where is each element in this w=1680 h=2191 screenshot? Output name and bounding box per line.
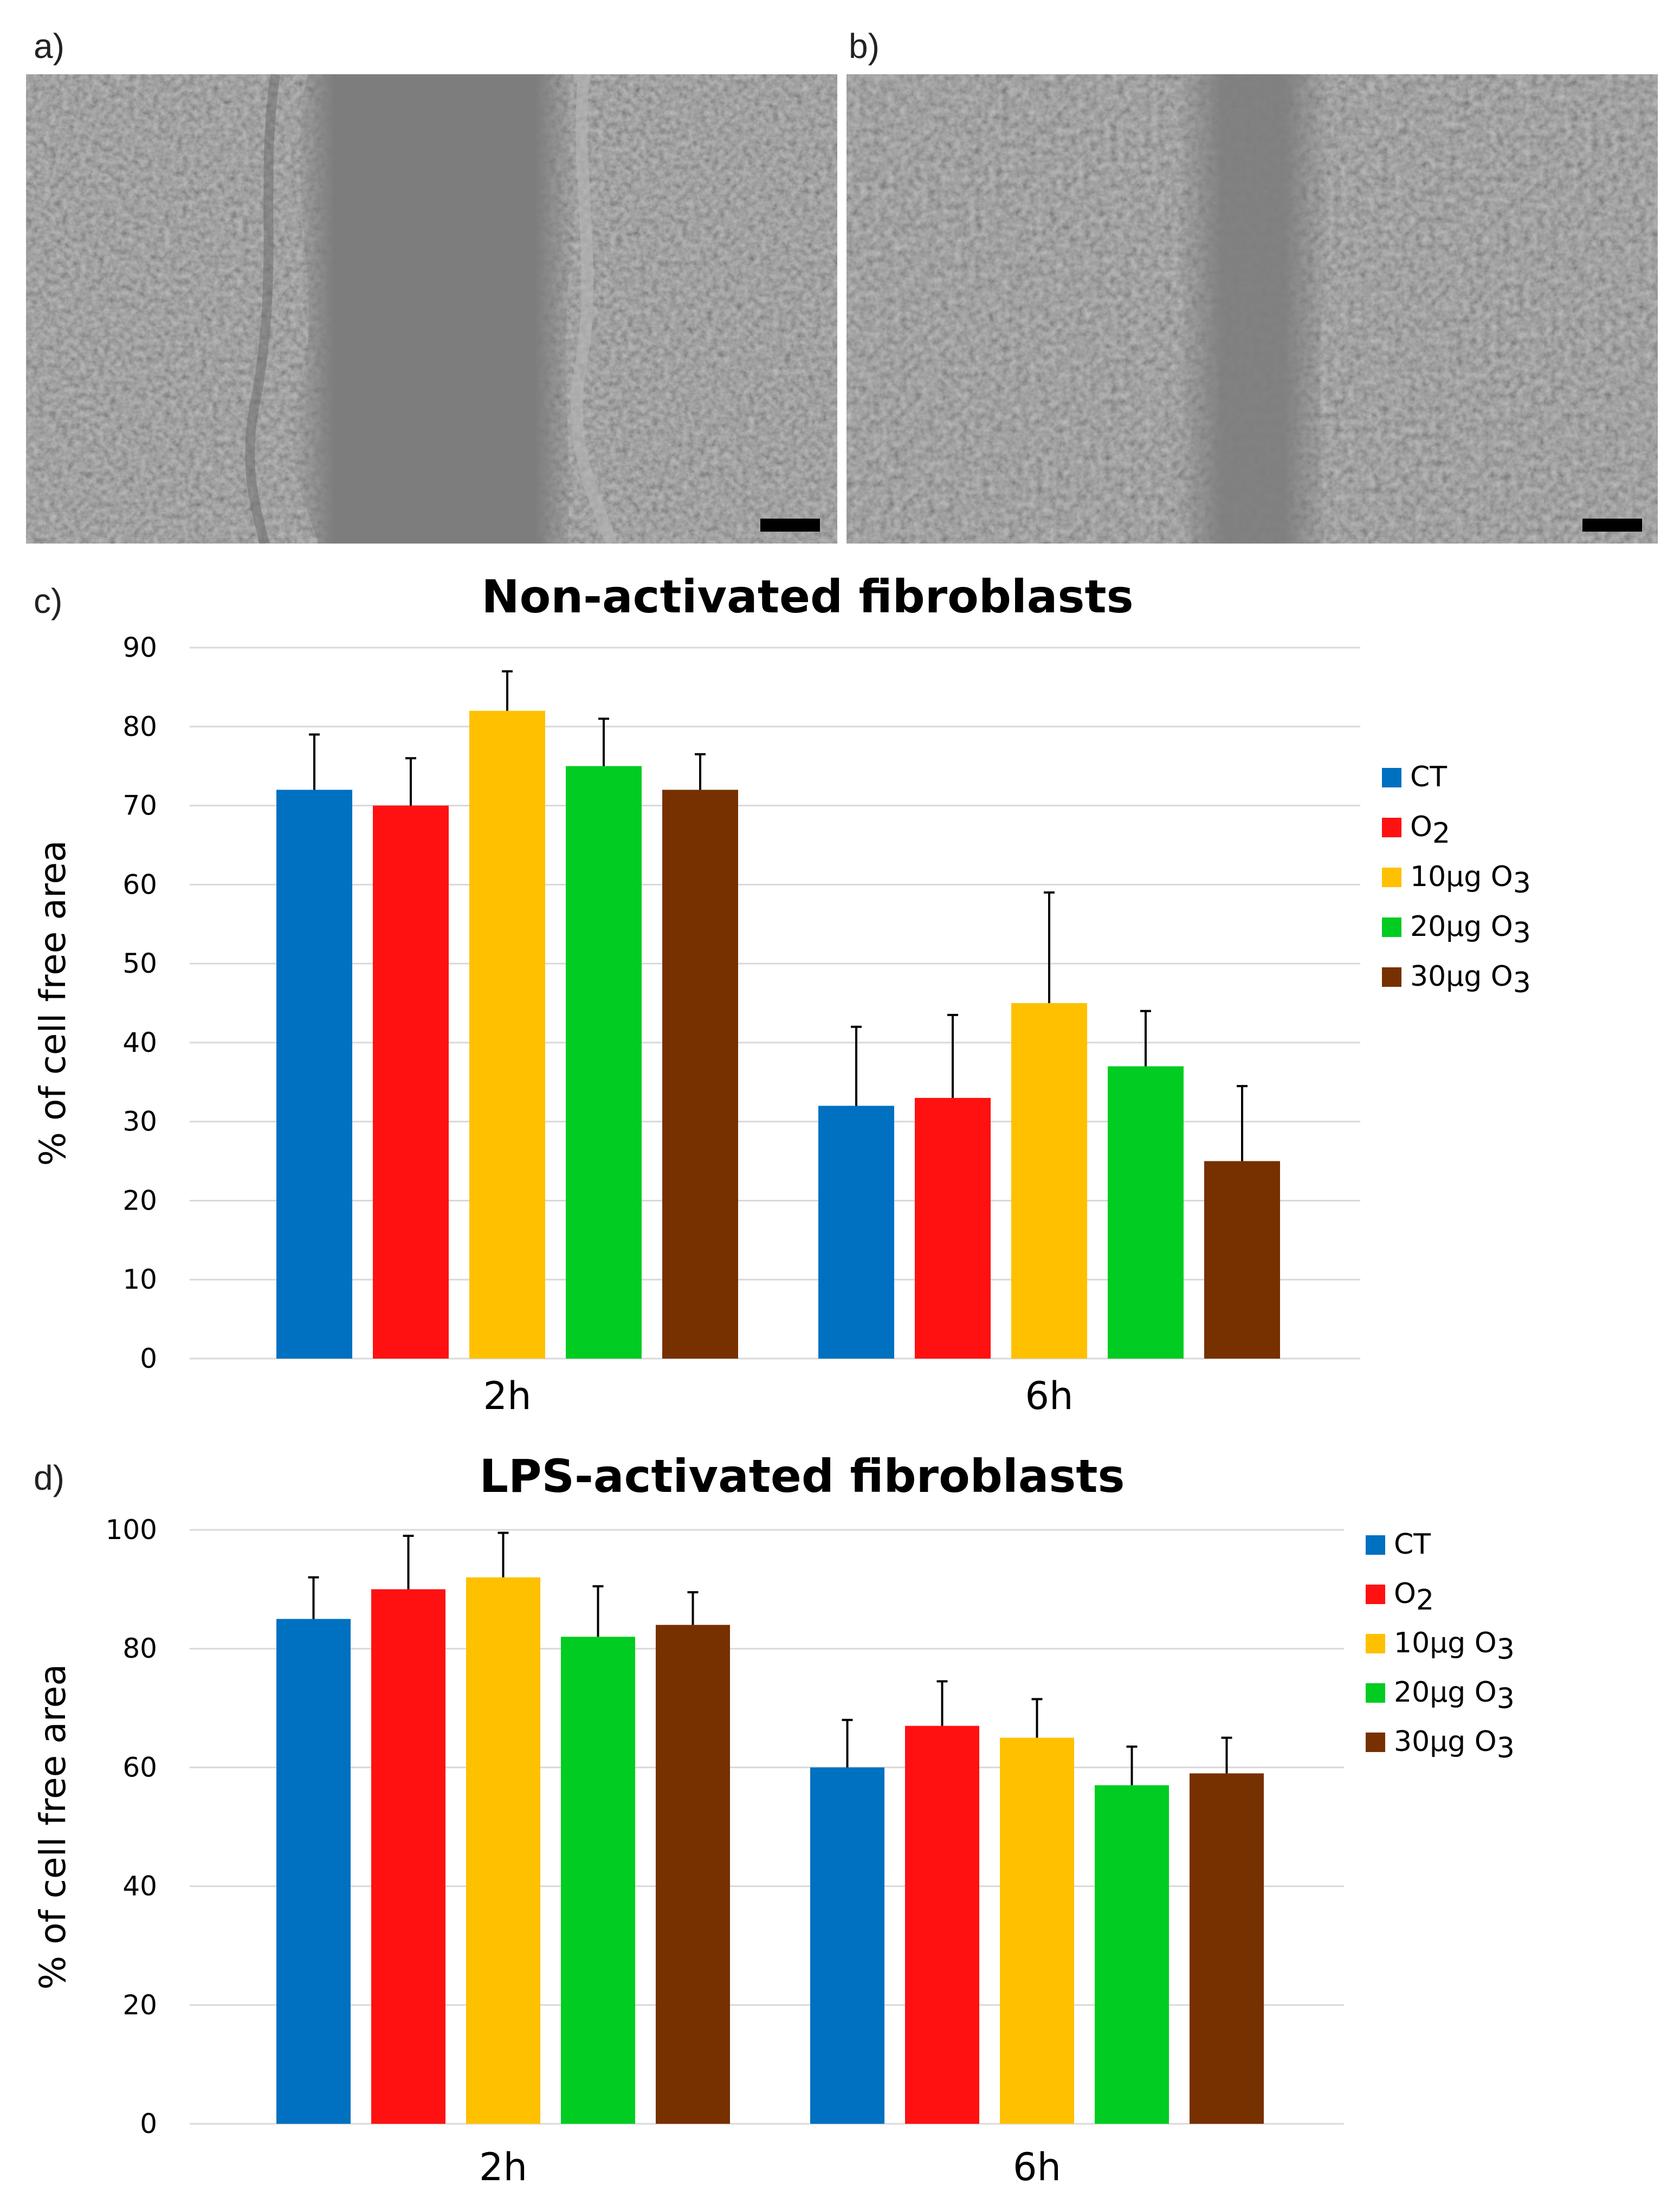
panel-label-d: d) bbox=[34, 1458, 64, 1497]
bar-20go3-2h bbox=[566, 766, 642, 1359]
legend-swatch bbox=[1382, 917, 1401, 937]
micrograph-a bbox=[26, 74, 837, 544]
y-tick-label: 50 bbox=[122, 948, 157, 979]
legend-swatch bbox=[1382, 818, 1401, 837]
scale-bar-b bbox=[1582, 519, 1642, 532]
bar-30go3-6h bbox=[1204, 1161, 1280, 1359]
scale-bar-a bbox=[760, 519, 820, 532]
bar-30go3-2h bbox=[656, 1625, 730, 2124]
bar-30go3-2h bbox=[662, 790, 738, 1359]
micrograph-a-texture bbox=[26, 74, 837, 544]
legend-swatch bbox=[1382, 868, 1401, 887]
legend-label: 20µg O3 bbox=[1410, 910, 1531, 949]
panel-label-a: a) bbox=[34, 27, 64, 66]
y-tick-label: 100 bbox=[106, 1514, 157, 1546]
micrograph-b bbox=[847, 74, 1658, 544]
chart-title: Non-activated fibroblasts bbox=[481, 570, 1133, 623]
bar-ct-2h bbox=[276, 1619, 351, 2124]
legend-label: 10µg O3 bbox=[1394, 1627, 1515, 1666]
legend-label: O2 bbox=[1410, 811, 1450, 850]
bar-o2-2h bbox=[371, 1589, 445, 2124]
chart-title: LPS-activated fibroblasts bbox=[479, 1450, 1125, 1503]
x-category-label: 6h bbox=[1013, 2145, 1061, 2189]
bar-o2-6h bbox=[905, 1725, 979, 2124]
x-category-label: 2h bbox=[479, 2145, 527, 2189]
chart-lps-activated: LPS-activated fibroblasts 0 20 40 60 80 100 % o… bbox=[32, 1450, 1515, 2189]
y-tick-label: 80 bbox=[122, 711, 157, 742]
bar-10go3-2h bbox=[466, 1577, 540, 2124]
y-tick-label: 20 bbox=[122, 1989, 157, 2021]
bar-o2-2h bbox=[373, 805, 449, 1359]
bar-o2-6h bbox=[915, 1097, 991, 1359]
bar-20go3-6h bbox=[1095, 1785, 1169, 2124]
legend-swatch bbox=[1366, 1634, 1385, 1653]
bar-ct-2h bbox=[276, 790, 352, 1359]
x-category-label: 2h bbox=[483, 1374, 532, 1418]
y-tick-label: 70 bbox=[122, 790, 157, 822]
micrograph-b-texture bbox=[847, 74, 1658, 544]
legend-swatch bbox=[1366, 1733, 1385, 1752]
bar-10go3-6h bbox=[1011, 1003, 1087, 1359]
legend-swatch bbox=[1366, 1535, 1385, 1555]
y-tick-label: 30 bbox=[122, 1106, 157, 1137]
bar-10go3-2h bbox=[469, 710, 545, 1359]
panel-label-b: b) bbox=[849, 27, 880, 66]
y-axis-label: % of cell free area bbox=[32, 1664, 74, 1989]
y-tick-label: 40 bbox=[122, 1027, 157, 1058]
legend-label: 30µg O3 bbox=[1410, 960, 1531, 999]
legend-label: O2 bbox=[1394, 1578, 1434, 1617]
legend-label: 20µg O3 bbox=[1394, 1676, 1515, 1715]
panel-label-c: c) bbox=[34, 581, 63, 621]
y-tick-label: 90 bbox=[122, 632, 157, 663]
legend-label: 30µg O3 bbox=[1394, 1725, 1515, 1765]
x-category-label: 6h bbox=[1025, 1374, 1074, 1418]
bar-20go3-2h bbox=[561, 1637, 635, 2124]
legend-swatch bbox=[1382, 768, 1401, 787]
bar-20go3-6h bbox=[1108, 1066, 1184, 1359]
y-tick-label: 0 bbox=[140, 1343, 157, 1374]
y-tick-label: 80 bbox=[122, 1633, 157, 1664]
y-axis-label: % of cell free area bbox=[32, 840, 74, 1166]
legend-label: CT bbox=[1394, 1528, 1431, 1561]
legend-label: 10µg O3 bbox=[1410, 861, 1531, 900]
chart-non-activated: Non-activated fibroblasts 0 10 20 30 40 50 60 70… bbox=[32, 570, 1531, 1418]
y-tick-label: 60 bbox=[122, 1751, 157, 1783]
legend-swatch bbox=[1382, 967, 1401, 987]
bar-10go3-6h bbox=[1000, 1737, 1074, 2124]
bar-30go3-6h bbox=[1190, 1773, 1264, 2124]
y-tick-label: 0 bbox=[140, 2108, 157, 2140]
legend-swatch bbox=[1366, 1585, 1385, 1604]
y-tick-label: 40 bbox=[122, 1871, 157, 1902]
y-tick-label: 60 bbox=[122, 869, 157, 900]
legend-label: CT bbox=[1410, 761, 1447, 793]
legend-swatch bbox=[1366, 1683, 1385, 1703]
y-tick-label: 10 bbox=[122, 1264, 157, 1295]
bar-ct-6h bbox=[810, 1767, 884, 2124]
y-tick-label: 20 bbox=[122, 1185, 157, 1216]
bar-ct-6h bbox=[818, 1106, 894, 1359]
